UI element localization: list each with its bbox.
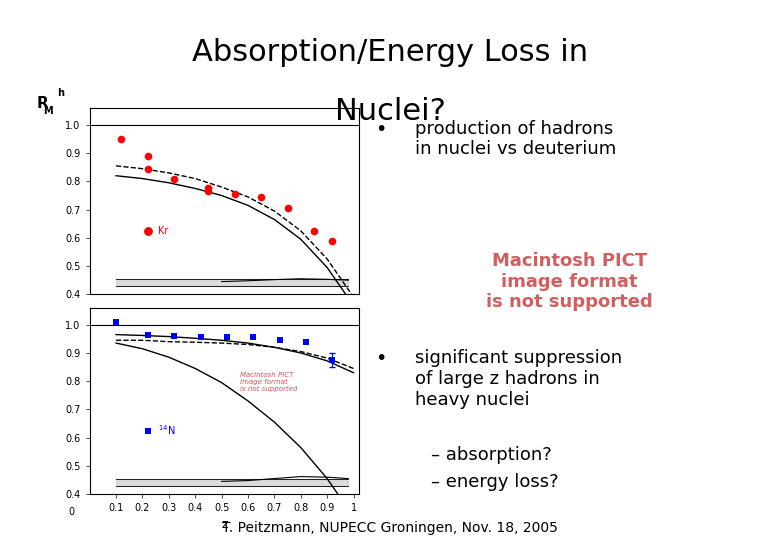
Point [194,333,207,342]
Point [141,330,154,339]
Text: Macintosh PICT
Image format
is not supported: Macintosh PICT Image format is not suppo… [240,372,298,393]
Point [141,226,154,235]
Point [274,336,286,345]
Text: •: • [374,349,386,368]
Text: $\mathbf{h}$: $\mathbf{h}$ [58,86,66,98]
Point [202,187,215,195]
Text: – energy loss?: – energy loss? [431,474,559,491]
Point [168,332,180,340]
Point [326,237,339,245]
Point [255,193,268,201]
Point [110,318,122,326]
Point [202,184,215,193]
Text: $\mathbf{M}$: $\mathbf{M}$ [43,104,53,116]
Text: Kr: Kr [158,226,168,236]
Point [300,338,312,346]
Text: Nuclei?: Nuclei? [335,97,445,126]
Text: Absorption/Energy Loss in: Absorption/Energy Loss in [192,38,588,67]
Point [115,134,128,143]
Text: z: z [221,518,228,531]
Text: $\mathbf{R}$: $\mathbf{R}$ [36,95,49,111]
Text: •: • [374,120,386,139]
Point [247,333,260,342]
Text: Macintosh PICT
image format
is not supported: Macintosh PICT image format is not suppo… [486,252,653,312]
Point [307,226,320,235]
Text: $^{14}$N: $^{14}$N [158,424,176,437]
Text: T. Peitzmann, NUPECC Groningen, Nov. 18, 2005: T. Peitzmann, NUPECC Groningen, Nov. 18,… [222,521,558,535]
Text: 0: 0 [69,507,74,517]
Point [141,152,154,160]
Point [168,174,180,183]
Text: significant suppression
of large z hadrons in
heavy nuclei: significant suppression of large z hadro… [415,349,622,409]
Point [282,204,294,213]
Point [229,190,241,198]
Point [221,333,233,342]
Point [141,164,154,173]
Text: production of hadrons
in nuclei vs deuterium: production of hadrons in nuclei vs deute… [415,120,616,158]
Point [141,426,154,435]
Point [326,356,339,364]
Text: – absorption?: – absorption? [431,446,552,464]
